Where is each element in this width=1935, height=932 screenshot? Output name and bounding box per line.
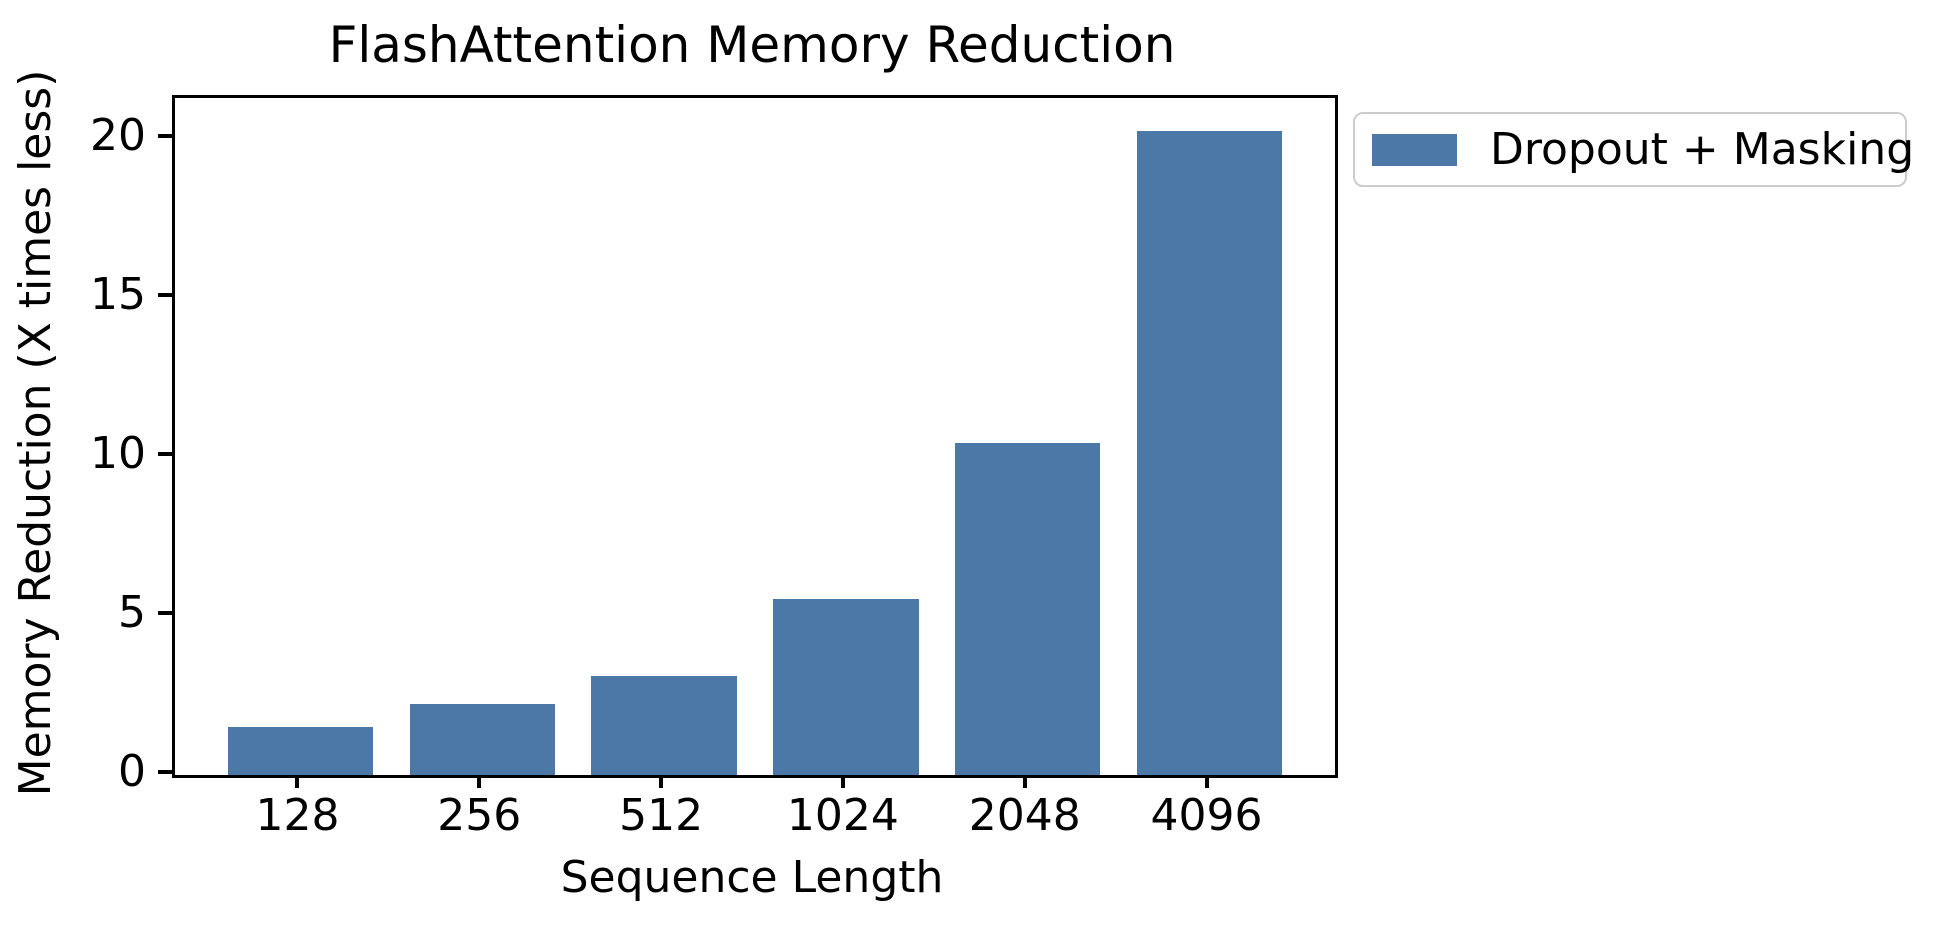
x-tick-mark — [1204, 775, 1209, 788]
bar-512 — [591, 676, 737, 775]
x-axis-label: Sequence Length — [560, 852, 944, 903]
x-tick-mark — [659, 775, 664, 788]
legend: Dropout + Masking — [1353, 112, 1914, 187]
x-tick-mark — [840, 775, 845, 788]
y-tick-label: 10 — [90, 428, 146, 480]
y-tick-label: 15 — [90, 269, 146, 321]
y-tick-labels: 0 5 10 15 20 — [0, 95, 146, 794]
bar-128 — [227, 727, 374, 775]
y-ticks — [158, 95, 172, 774]
y-tick-mark — [158, 611, 172, 616]
bar-256 — [409, 703, 555, 775]
x-tick-label: 512 — [619, 790, 704, 841]
x-tick-labels: 128 256 512 1024 2048 4096 — [172, 794, 1332, 842]
y-tick-mark — [158, 134, 172, 139]
plot-area — [172, 95, 1338, 778]
x-tick-label: 256 — [437, 790, 522, 841]
bar-4096 — [1136, 131, 1283, 775]
chart-title: FlashAttention Memory Reduction — [328, 16, 1176, 74]
x-tick-label: 2048 — [968, 790, 1081, 841]
bar-1024 — [773, 598, 919, 775]
y-tick-label: 5 — [118, 587, 146, 639]
x-tick-mark — [1022, 775, 1027, 788]
x-tick-label: 1024 — [786, 790, 899, 841]
bar-2048 — [955, 442, 1101, 775]
x-tick-mark — [477, 775, 482, 788]
y-tick-label: 20 — [90, 110, 146, 162]
x-tick-label: 4096 — [1150, 790, 1263, 841]
y-tick-mark — [158, 770, 172, 774]
legend-label: Dropout + Masking — [1490, 123, 1915, 175]
x-tick-label: 128 — [255, 790, 340, 841]
y-tick-mark — [158, 452, 172, 457]
y-tick-mark — [158, 293, 172, 298]
y-tick-label: 0 — [118, 746, 146, 797]
x-ticks — [172, 775, 1332, 788]
x-tick-mark — [295, 775, 300, 788]
legend-swatch — [1372, 133, 1457, 166]
